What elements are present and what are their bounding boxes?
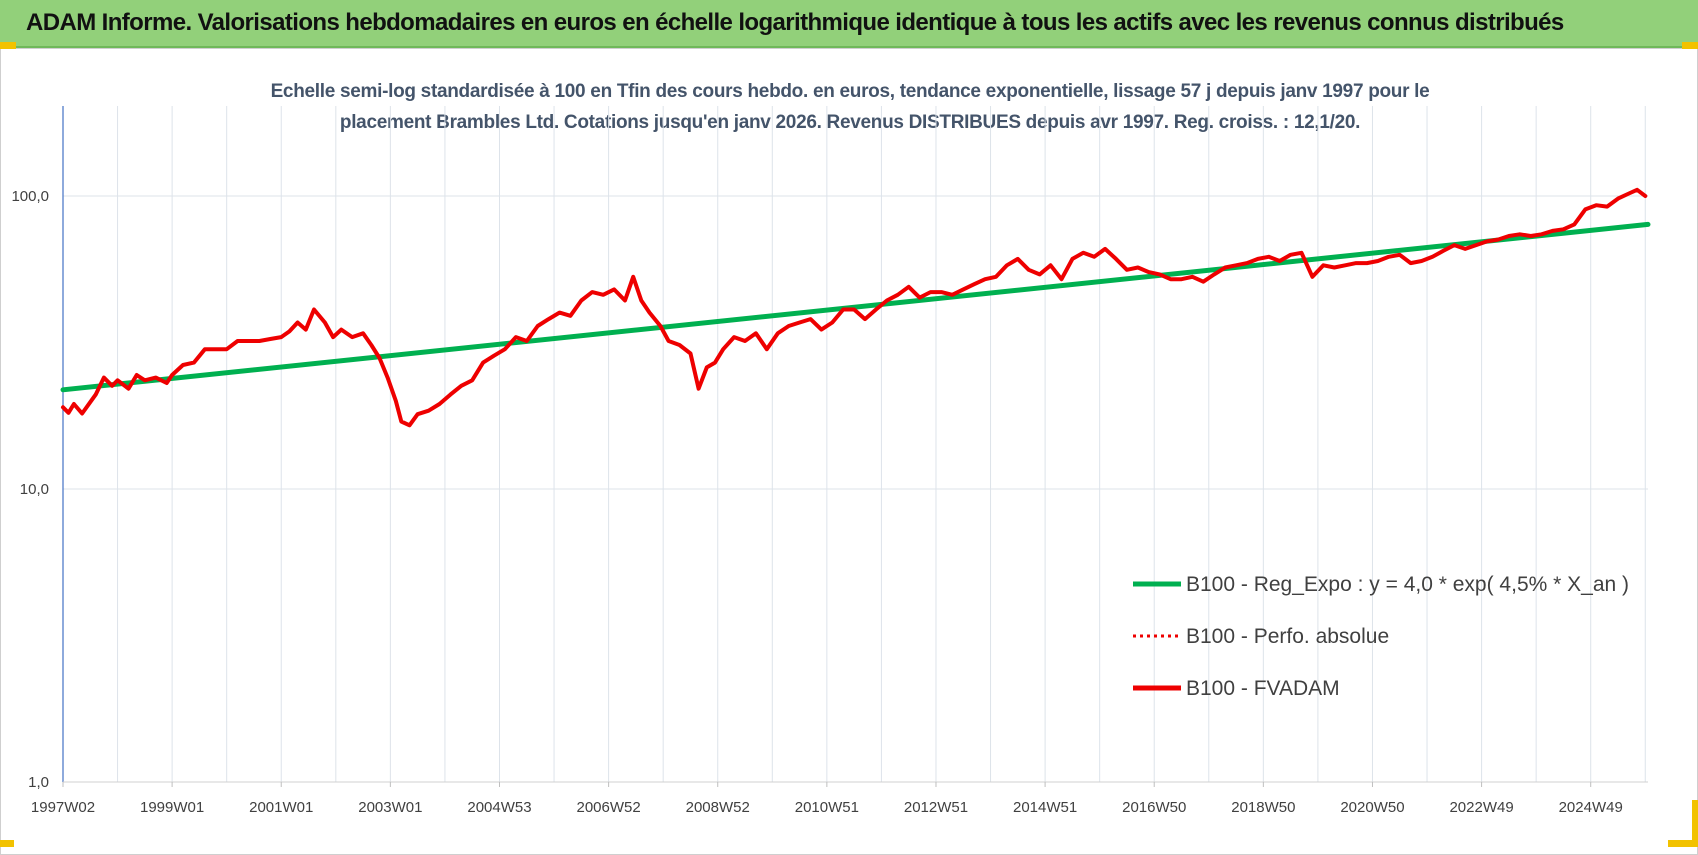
grid-layer [62,106,1648,783]
chart-subtitle: Echelle semi-log standardisée à 100 en T… [200,76,1500,138]
legend-label: B100 - Reg_Expo : y = 4,0 * exp( 4,5% * … [1186,573,1629,596]
y-tick-label: 1,0 [28,774,49,791]
corner-mark-bottom-right [1692,800,1698,846]
corner-mark-top-right [1682,42,1698,49]
chart-subtitle-line-2: placement Brambles Ltd. Cotations jusqu'… [339,112,1361,133]
x-tick-label: 2001W01 [249,799,313,816]
regression-line [60,221,1651,393]
chart-legend: B100 - Reg_Expo : y = 4,0 * exp( 4,5% * … [1133,573,1629,700]
title-banner: ADAM Informe. Valorisations hebdomadaire… [0,0,1698,48]
x-tick-label: 2004W53 [467,799,531,816]
corner-mark-top-left [0,42,16,49]
x-tick-label: 2012W51 [904,799,968,816]
chart-subtitle-line-1: Echelle semi-log standardisée à 100 en T… [270,81,1430,102]
y-tick-label: 100,0 [11,188,49,205]
x-tick-label: 2006W52 [577,799,641,816]
corner-mark-bottom-left [0,840,14,847]
x-tick-label: 2010W51 [795,799,859,816]
report-title: ADAM Informe. Valorisations hebdomadaire… [26,9,1564,36]
x-tick-label: 2003W01 [358,799,422,816]
fvadam-line [61,187,1648,428]
x-tick-label: 2008W52 [686,799,750,816]
x-tick-label: 2018W50 [1231,799,1295,816]
x-tick-label: 2024W49 [1559,799,1623,816]
series-layer [60,187,1651,428]
x-tick-label: 1997W02 [31,799,95,816]
y-tick-label: 10,0 [20,481,49,498]
x-tick-label: 2016W50 [1122,799,1186,816]
legend-label: B100 - Perfo. absolue [1186,625,1389,648]
legend-label: B100 - FVADAM [1186,677,1340,700]
x-tick-label: 1999W01 [140,799,204,816]
x-tick-label: 2022W49 [1449,799,1513,816]
corner-mark-bottom-right-foot [1668,840,1698,847]
x-tick-label: 2014W51 [1013,799,1077,816]
x-tick-label: 2020W50 [1340,799,1404,816]
axis-layer: 1,0 10,0 100,0 1997W02 1999W01 2001W01 2003W01… [11,106,1648,816]
